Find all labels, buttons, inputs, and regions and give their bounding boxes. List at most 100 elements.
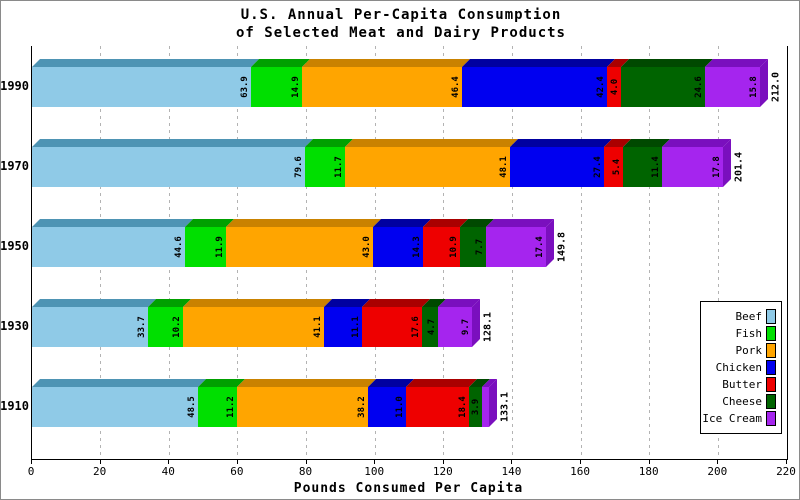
- segment-ice-cream: [482, 387, 489, 427]
- x-tick-mark: [31, 459, 32, 464]
- segment-fish: [305, 147, 346, 187]
- segment-top-butter: [361, 299, 431, 307]
- segment-value-label: 27.4: [593, 156, 604, 178]
- legend-swatch: [766, 326, 776, 341]
- segment-top-cheese: [620, 59, 714, 67]
- segment-value-label: 5.4: [611, 158, 622, 176]
- grid-line: [717, 46, 719, 459]
- segment-value-label: 63.9: [240, 76, 251, 98]
- segment-top-chicken: [461, 59, 616, 67]
- chart-title-line2: of Selected Meat and Dairy Products: [235, 25, 566, 41]
- segment-value-label: 17.6: [411, 316, 422, 338]
- segment-ice-cream: [438, 307, 472, 347]
- total-label: 128.1: [482, 311, 494, 343]
- segment-top-chicken: [510, 139, 613, 147]
- x-tick-mark: [442, 459, 444, 464]
- segment-value-label: 11.7: [334, 156, 345, 178]
- x-tick-label: 120: [432, 465, 453, 478]
- x-tick-label: 180: [638, 465, 659, 478]
- segment-top-pork: [302, 59, 470, 67]
- segment-value-label: 48.5: [187, 396, 198, 418]
- total-label: 201.4: [733, 151, 745, 183]
- segment-value-label: 33.7: [136, 316, 147, 338]
- bar-row-1930: 33.7 10.2 41.1 11.1 17.6 4.7 9.7 128.1: [32, 299, 493, 347]
- segment-cheese: [468, 387, 483, 427]
- segment-cheese: [422, 307, 439, 347]
- segment-butter: [405, 387, 469, 427]
- legend-label: Beef: [735, 310, 763, 323]
- legend-label: Butter: [722, 378, 762, 391]
- legend-item-fish: Fish: [705, 325, 776, 342]
- x-tick-mark: [374, 459, 376, 464]
- segment-value-label: 10.2: [171, 316, 182, 338]
- legend-swatch: [766, 309, 776, 324]
- segment-value-label: 46.4: [450, 76, 461, 98]
- x-tick-mark: [99, 459, 101, 464]
- segment-value-label: 11.9: [214, 236, 225, 258]
- bar-top-face: [32, 219, 555, 227]
- bar-end-face: [488, 379, 497, 427]
- segment-value-label: 44.6: [174, 236, 185, 258]
- segment-fish: [147, 307, 183, 347]
- bar-top-face: [32, 59, 768, 67]
- bar-front-face: [32, 147, 724, 187]
- bar-end-face: [471, 299, 480, 347]
- legend-label: Ice Cream: [702, 412, 762, 425]
- year-label: 1930: [0, 319, 29, 333]
- year-label: 1990: [0, 79, 29, 93]
- segment-beef: [32, 227, 186, 267]
- legend-label: Pork: [735, 344, 763, 357]
- total-label: 149.8: [556, 231, 568, 263]
- x-tick-mark: [511, 459, 513, 464]
- segment-value-label: 17.8: [712, 156, 723, 178]
- legend-swatch: [766, 360, 776, 375]
- segment-value-label: 11.1: [350, 316, 361, 338]
- grid-line: [649, 46, 651, 459]
- segment-value-label: 43.0: [362, 236, 373, 258]
- segment-value-label: 18.4: [457, 396, 468, 418]
- segment-beef: [32, 147, 306, 187]
- x-tick-mark: [168, 459, 170, 464]
- legend-item-cheese: Cheese: [705, 393, 776, 410]
- bar-front-face: [32, 387, 489, 427]
- segment-top-pork: [182, 299, 332, 307]
- segment-top-pork: [236, 379, 376, 387]
- bar-top-face: [32, 139, 732, 147]
- segment-cheese: [459, 227, 487, 267]
- segment-value-label: 11.4: [651, 156, 662, 178]
- segment-value-label: 9.7: [460, 318, 471, 336]
- chart-title: U.S. Annual Per-Capita Consumption of Se…: [1, 6, 799, 42]
- segment-top-beef: [32, 379, 207, 387]
- x-tick-label: 160: [570, 465, 591, 478]
- segment-value-label: 41.1: [312, 316, 323, 338]
- x-tick-label: 80: [298, 465, 313, 478]
- segment-top-ice-cream: [705, 59, 768, 67]
- x-tick-label: 200: [707, 465, 728, 478]
- segment-value-label: 11.2: [225, 396, 236, 418]
- segment-value-label: 38.2: [356, 396, 367, 418]
- segment-pork: [236, 387, 368, 427]
- segment-butter: [361, 307, 423, 347]
- segment-pork: [225, 227, 374, 267]
- total-label: 133.1: [499, 391, 511, 423]
- bar-end-face: [546, 219, 555, 267]
- segment-ice-cream: [705, 67, 760, 107]
- bar-front-face: [32, 307, 472, 347]
- year-label: 1950: [0, 239, 29, 253]
- bar-row-1990: 63.9 14.9 46.4 42.4 4.0 24.6 15.8 212.0: [32, 59, 781, 107]
- segment-chicken: [461, 67, 608, 107]
- segment-top-ice-cream: [662, 139, 732, 147]
- bar-front-face: [32, 67, 760, 107]
- x-tick-label: 140: [501, 465, 522, 478]
- x-tick-label: 20: [93, 465, 107, 478]
- segment-value-label: 17.4: [535, 236, 546, 258]
- segment-top-pork: [225, 219, 382, 227]
- segment-value-label: 4.0: [609, 78, 620, 96]
- segment-beef: [32, 387, 199, 427]
- segment-value-label: 3.9: [471, 398, 482, 416]
- segment-value-label: 10.9: [448, 236, 459, 258]
- bar-top-face: [32, 379, 497, 387]
- segment-value-label: 79.6: [294, 156, 305, 178]
- year-label: 1910: [0, 399, 29, 413]
- grid-line: [580, 46, 582, 459]
